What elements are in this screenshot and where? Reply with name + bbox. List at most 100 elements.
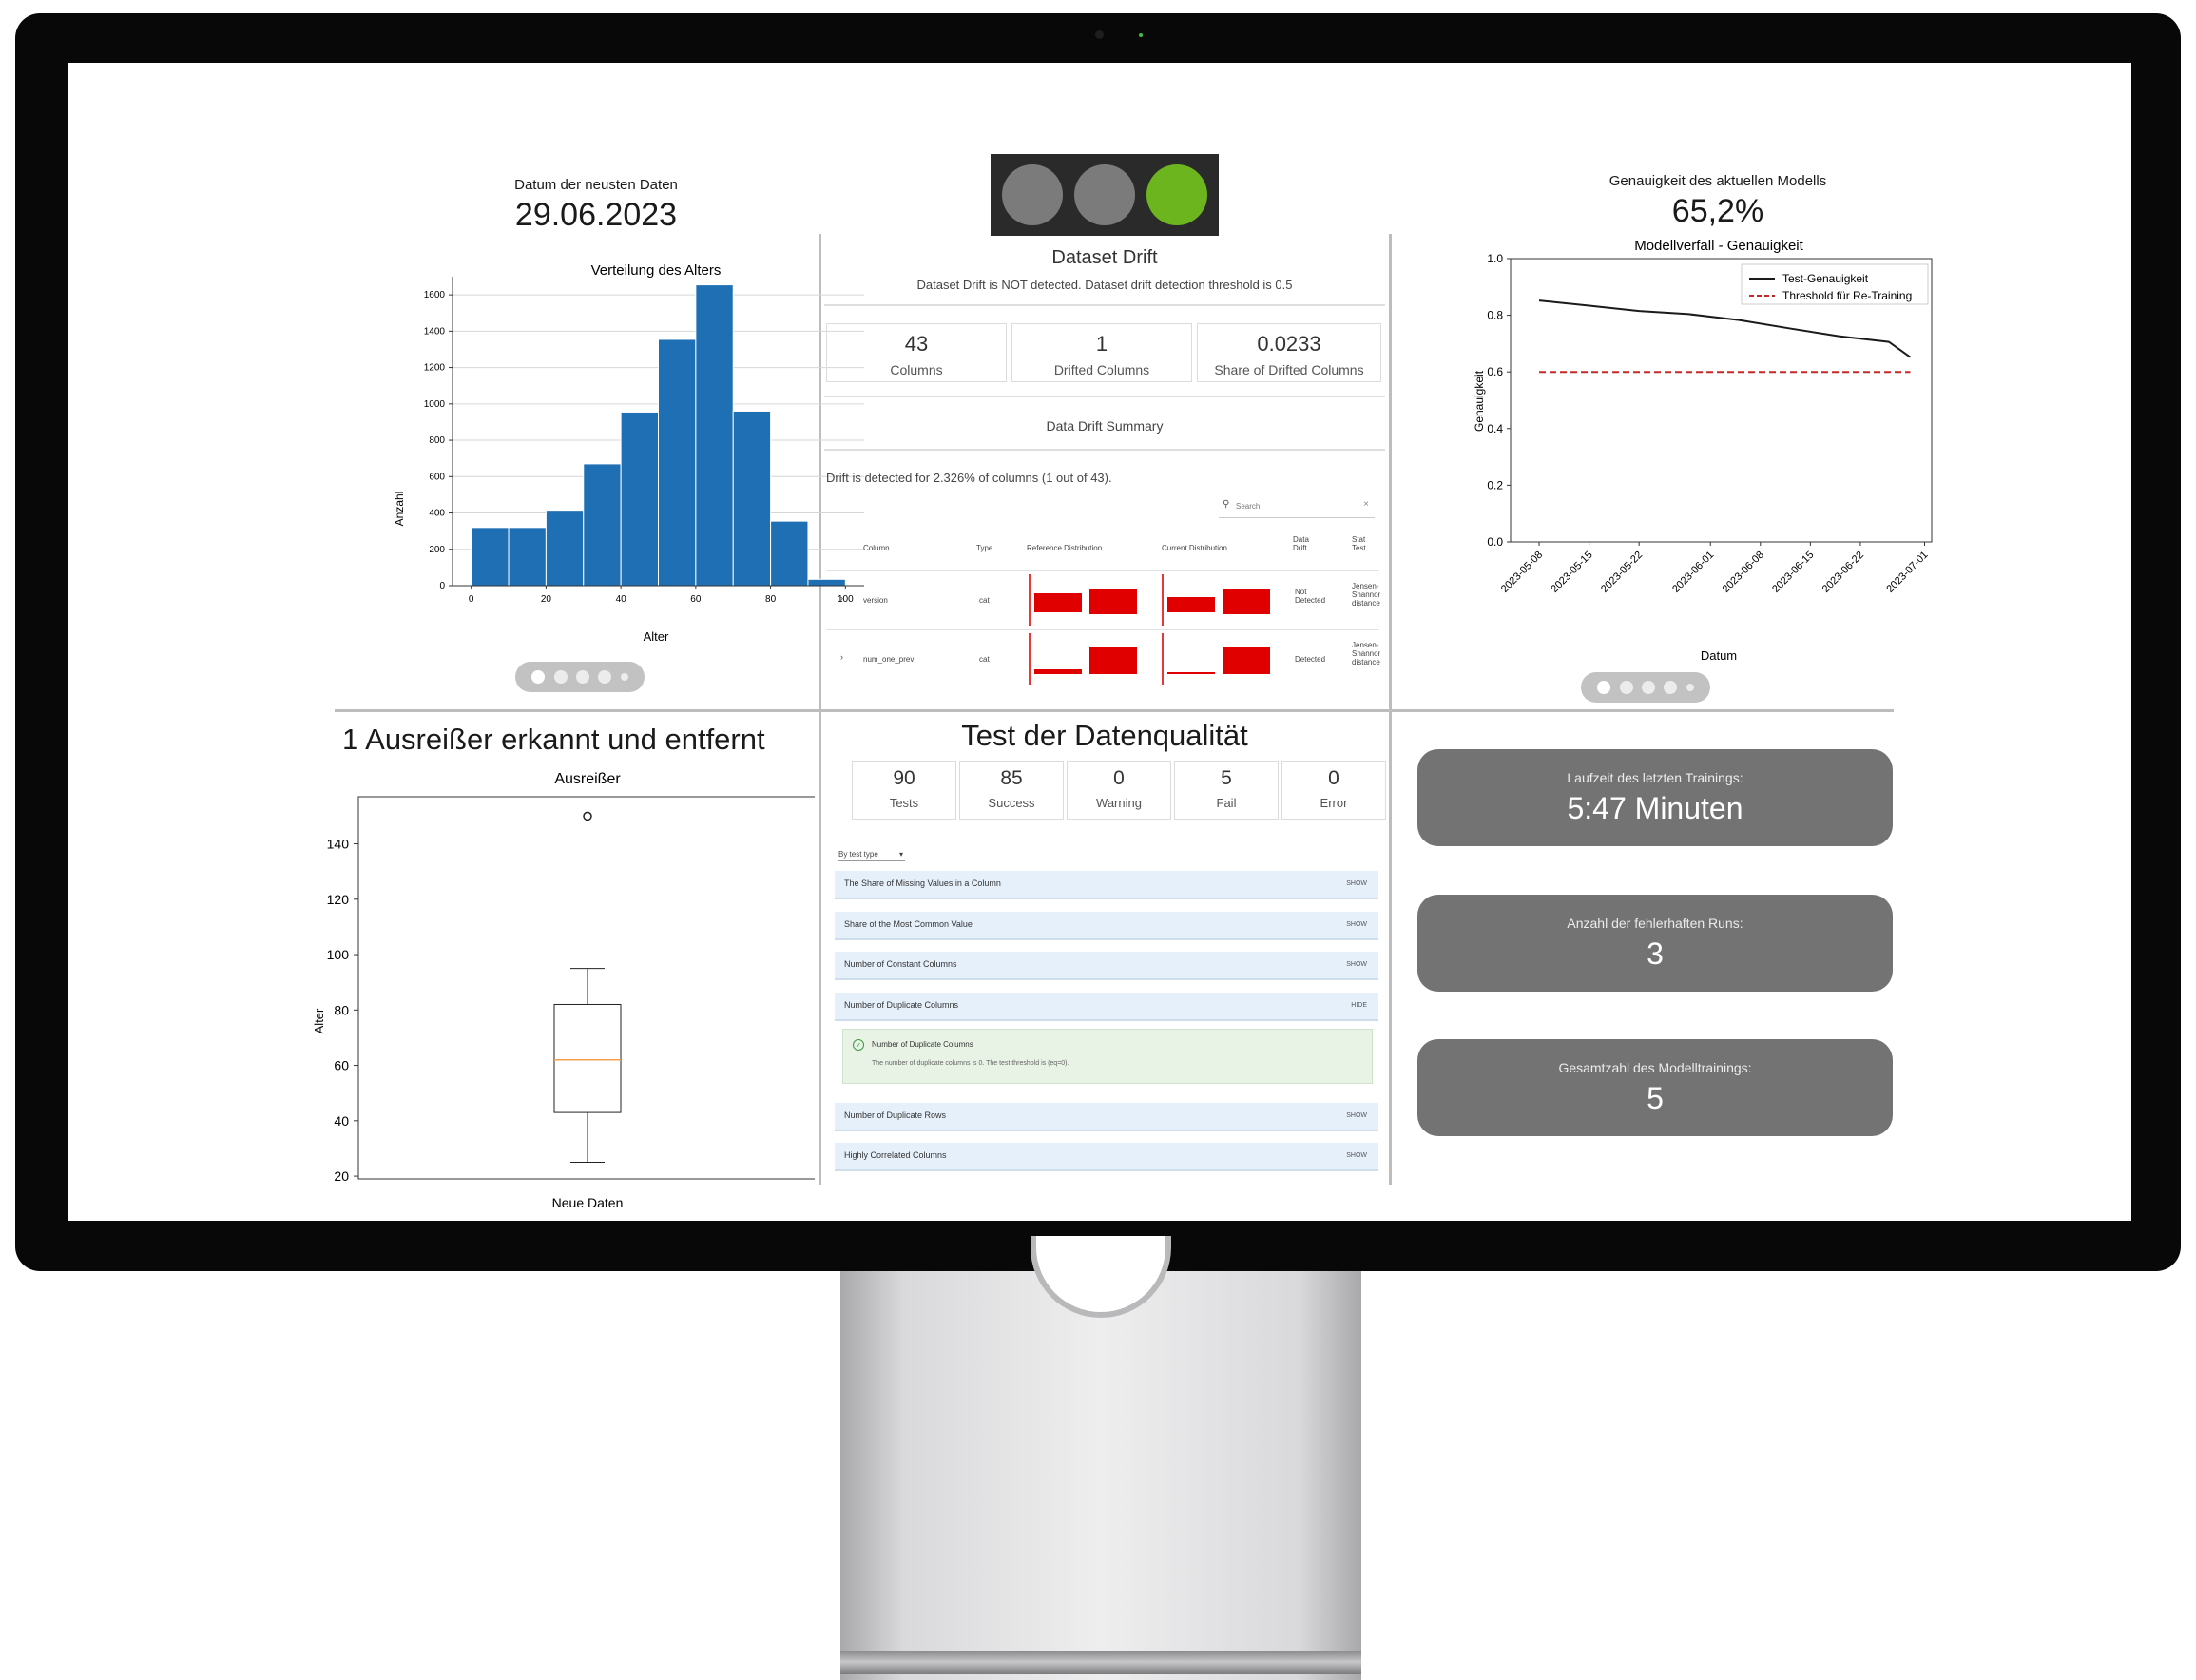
- test-row[interactable]: Share of the Most Common Value SHOW: [835, 912, 1378, 940]
- x-tick-label: 2023-05-15: [1549, 550, 1594, 595]
- y-tick-label: 1200: [424, 363, 446, 374]
- histogram-bar: [583, 463, 622, 587]
- hide-toggle[interactable]: HIDE: [1351, 1002, 1367, 1009]
- stat-value: 90: [893, 767, 915, 789]
- x-tick-label: 0: [469, 594, 474, 605]
- y-axis-label: Anzahl: [393, 492, 406, 527]
- drift-search[interactable]: ⚲ ×: [1219, 495, 1375, 518]
- card-value: 5: [1647, 1081, 1664, 1115]
- col-header[interactable]: Data Drift: [1293, 535, 1309, 552]
- carousel-dots[interactable]: [515, 662, 645, 692]
- test-name: Number of Constant Columns: [844, 959, 957, 969]
- col-header[interactable]: Stat Test: [1352, 535, 1366, 552]
- y-tick-label: 0.4: [1487, 422, 1503, 435]
- test-row[interactable]: The Share of Missing Values in a Column …: [835, 871, 1378, 899]
- x-tick-label: 2023-06-22: [1820, 550, 1866, 595]
- histogram-bar: [695, 284, 734, 587]
- y-tick-label: 140: [327, 837, 350, 852]
- carousel-dot[interactable]: [1641, 681, 1655, 694]
- chart-title: Modellverfall - Genauigkeit: [1634, 238, 1803, 254]
- show-toggle[interactable]: SHOW: [1346, 1112, 1367, 1119]
- stand-foot: [840, 1651, 1361, 1674]
- drift-summary-title[interactable]: Data Drift Summary: [1046, 418, 1164, 434]
- detail-text: The number of duplicate columns is 0. Th…: [872, 1060, 1069, 1067]
- carousel-dot[interactable]: [1597, 681, 1611, 694]
- show-toggle[interactable]: SHOW: [1346, 921, 1367, 928]
- drift-stat-share: 0.0233 Share of Drifted Columns: [1197, 323, 1381, 382]
- y-tick-label: 800: [429, 435, 445, 446]
- traffic-light-green-icon: [1146, 164, 1207, 225]
- x-tick-label: 2023-06-08: [1721, 550, 1766, 595]
- y-axis-label: Alter: [312, 1008, 326, 1033]
- y-tick-label: 0.0: [1487, 535, 1503, 549]
- x-tick-label: 80: [765, 594, 777, 605]
- carousel-dot[interactable]: [553, 670, 568, 684]
- carousel-dot[interactable]: [531, 670, 546, 684]
- carousel-dot[interactable]: [575, 670, 589, 684]
- divider: [824, 396, 1385, 397]
- expand-chevron-icon[interactable]: ›: [840, 593, 843, 603]
- legend-box: [1741, 263, 1929, 305]
- carousel-dot[interactable]: [620, 673, 628, 681]
- col-header[interactable]: Current Distribution: [1162, 544, 1227, 552]
- x-tick-label: 40: [616, 594, 627, 605]
- quality-title: Test der Datenqualität: [961, 719, 1248, 752]
- test-row[interactable]: Number of Duplicate Rows SHOW: [835, 1103, 1378, 1131]
- search-input[interactable]: [1236, 497, 1350, 514]
- card-label: Laufzeit des letzten Trainings:: [1567, 770, 1743, 785]
- stat-label: Fail: [1216, 796, 1237, 810]
- expand-chevron-icon[interactable]: ›: [840, 652, 843, 662]
- carousel-dot[interactable]: [598, 670, 612, 684]
- check-circle-icon: ✓: [853, 1039, 864, 1051]
- col-header[interactable]: Type: [976, 544, 993, 552]
- y-tick-label: 200: [429, 545, 445, 555]
- drift-stat-drifted: 1 Drifted Columns: [1011, 323, 1192, 382]
- test-row[interactable]: Highly Correlated Columns SHOW: [835, 1143, 1378, 1171]
- carousel-dots[interactable]: [1581, 672, 1710, 703]
- date-value: 29.06.2023: [514, 197, 678, 233]
- reference-distribution: [1029, 633, 1141, 685]
- stat-value: 85: [1000, 767, 1023, 789]
- row-drift-status: Not Detected: [1295, 588, 1326, 605]
- x-tick-label: 60: [690, 594, 702, 605]
- dashboard-screen: Datum der neusten Daten 29.06.2023 Verte…: [68, 63, 2131, 1221]
- reference-distribution: [1029, 574, 1141, 626]
- plot-frame: [1510, 258, 1933, 543]
- y-tick-label: 80: [334, 1002, 349, 1017]
- histogram-bar: [471, 527, 510, 587]
- col-header[interactable]: Column: [863, 544, 890, 552]
- camera-icon: [1095, 30, 1104, 39]
- test-type-filter[interactable]: By test type ▾: [838, 850, 905, 861]
- y-tick-label: 20: [334, 1168, 349, 1184]
- y-tick-label: 60: [334, 1058, 349, 1073]
- col-header[interactable]: Reference Distribution: [1027, 544, 1103, 552]
- carousel-dot[interactable]: [1619, 681, 1633, 694]
- y-tick-label: 0: [439, 581, 445, 591]
- chevron-down-icon: ▾: [898, 850, 903, 859]
- stat-label: Warning: [1096, 796, 1142, 810]
- x-tick-label: 2023-05-08: [1499, 550, 1545, 595]
- test-row[interactable]: Number of Constant Columns SHOW: [835, 952, 1378, 980]
- traffic-light-yellow-icon: [1074, 164, 1135, 225]
- carousel-dot[interactable]: [1664, 681, 1678, 694]
- card-label: Anzahl der fehlerhaften Runs:: [1567, 916, 1743, 931]
- histogram-bar: [807, 578, 846, 587]
- card-value: 3: [1647, 937, 1664, 971]
- test-row[interactable]: Number of Duplicate Columns HIDE: [835, 993, 1378, 1021]
- y-tick-label: 1600: [424, 290, 446, 300]
- camera-led-icon: [1139, 33, 1143, 37]
- date-label: Datum der neusten Daten: [514, 177, 678, 193]
- show-toggle[interactable]: SHOW: [1346, 1152, 1367, 1159]
- card-label: Gesamtzahl des Modelltrainings:: [1558, 1060, 1752, 1075]
- histogram-bar: [658, 338, 697, 587]
- histogram-bar: [508, 527, 547, 587]
- training-runtime-card: Laufzeit des letzten Trainings: 5:47 Min…: [1417, 749, 1893, 846]
- detail-title: Number of Duplicate Columns: [872, 1040, 973, 1049]
- clear-icon[interactable]: ×: [1363, 499, 1369, 510]
- y-tick-label: 120: [327, 892, 350, 907]
- divider: [824, 449, 1385, 451]
- show-toggle[interactable]: SHOW: [1346, 961, 1367, 968]
- row-stat-test: Jensen-Shannon distance: [1352, 641, 1380, 666]
- carousel-dot[interactable]: [1686, 684, 1694, 691]
- show-toggle[interactable]: SHOW: [1346, 880, 1367, 887]
